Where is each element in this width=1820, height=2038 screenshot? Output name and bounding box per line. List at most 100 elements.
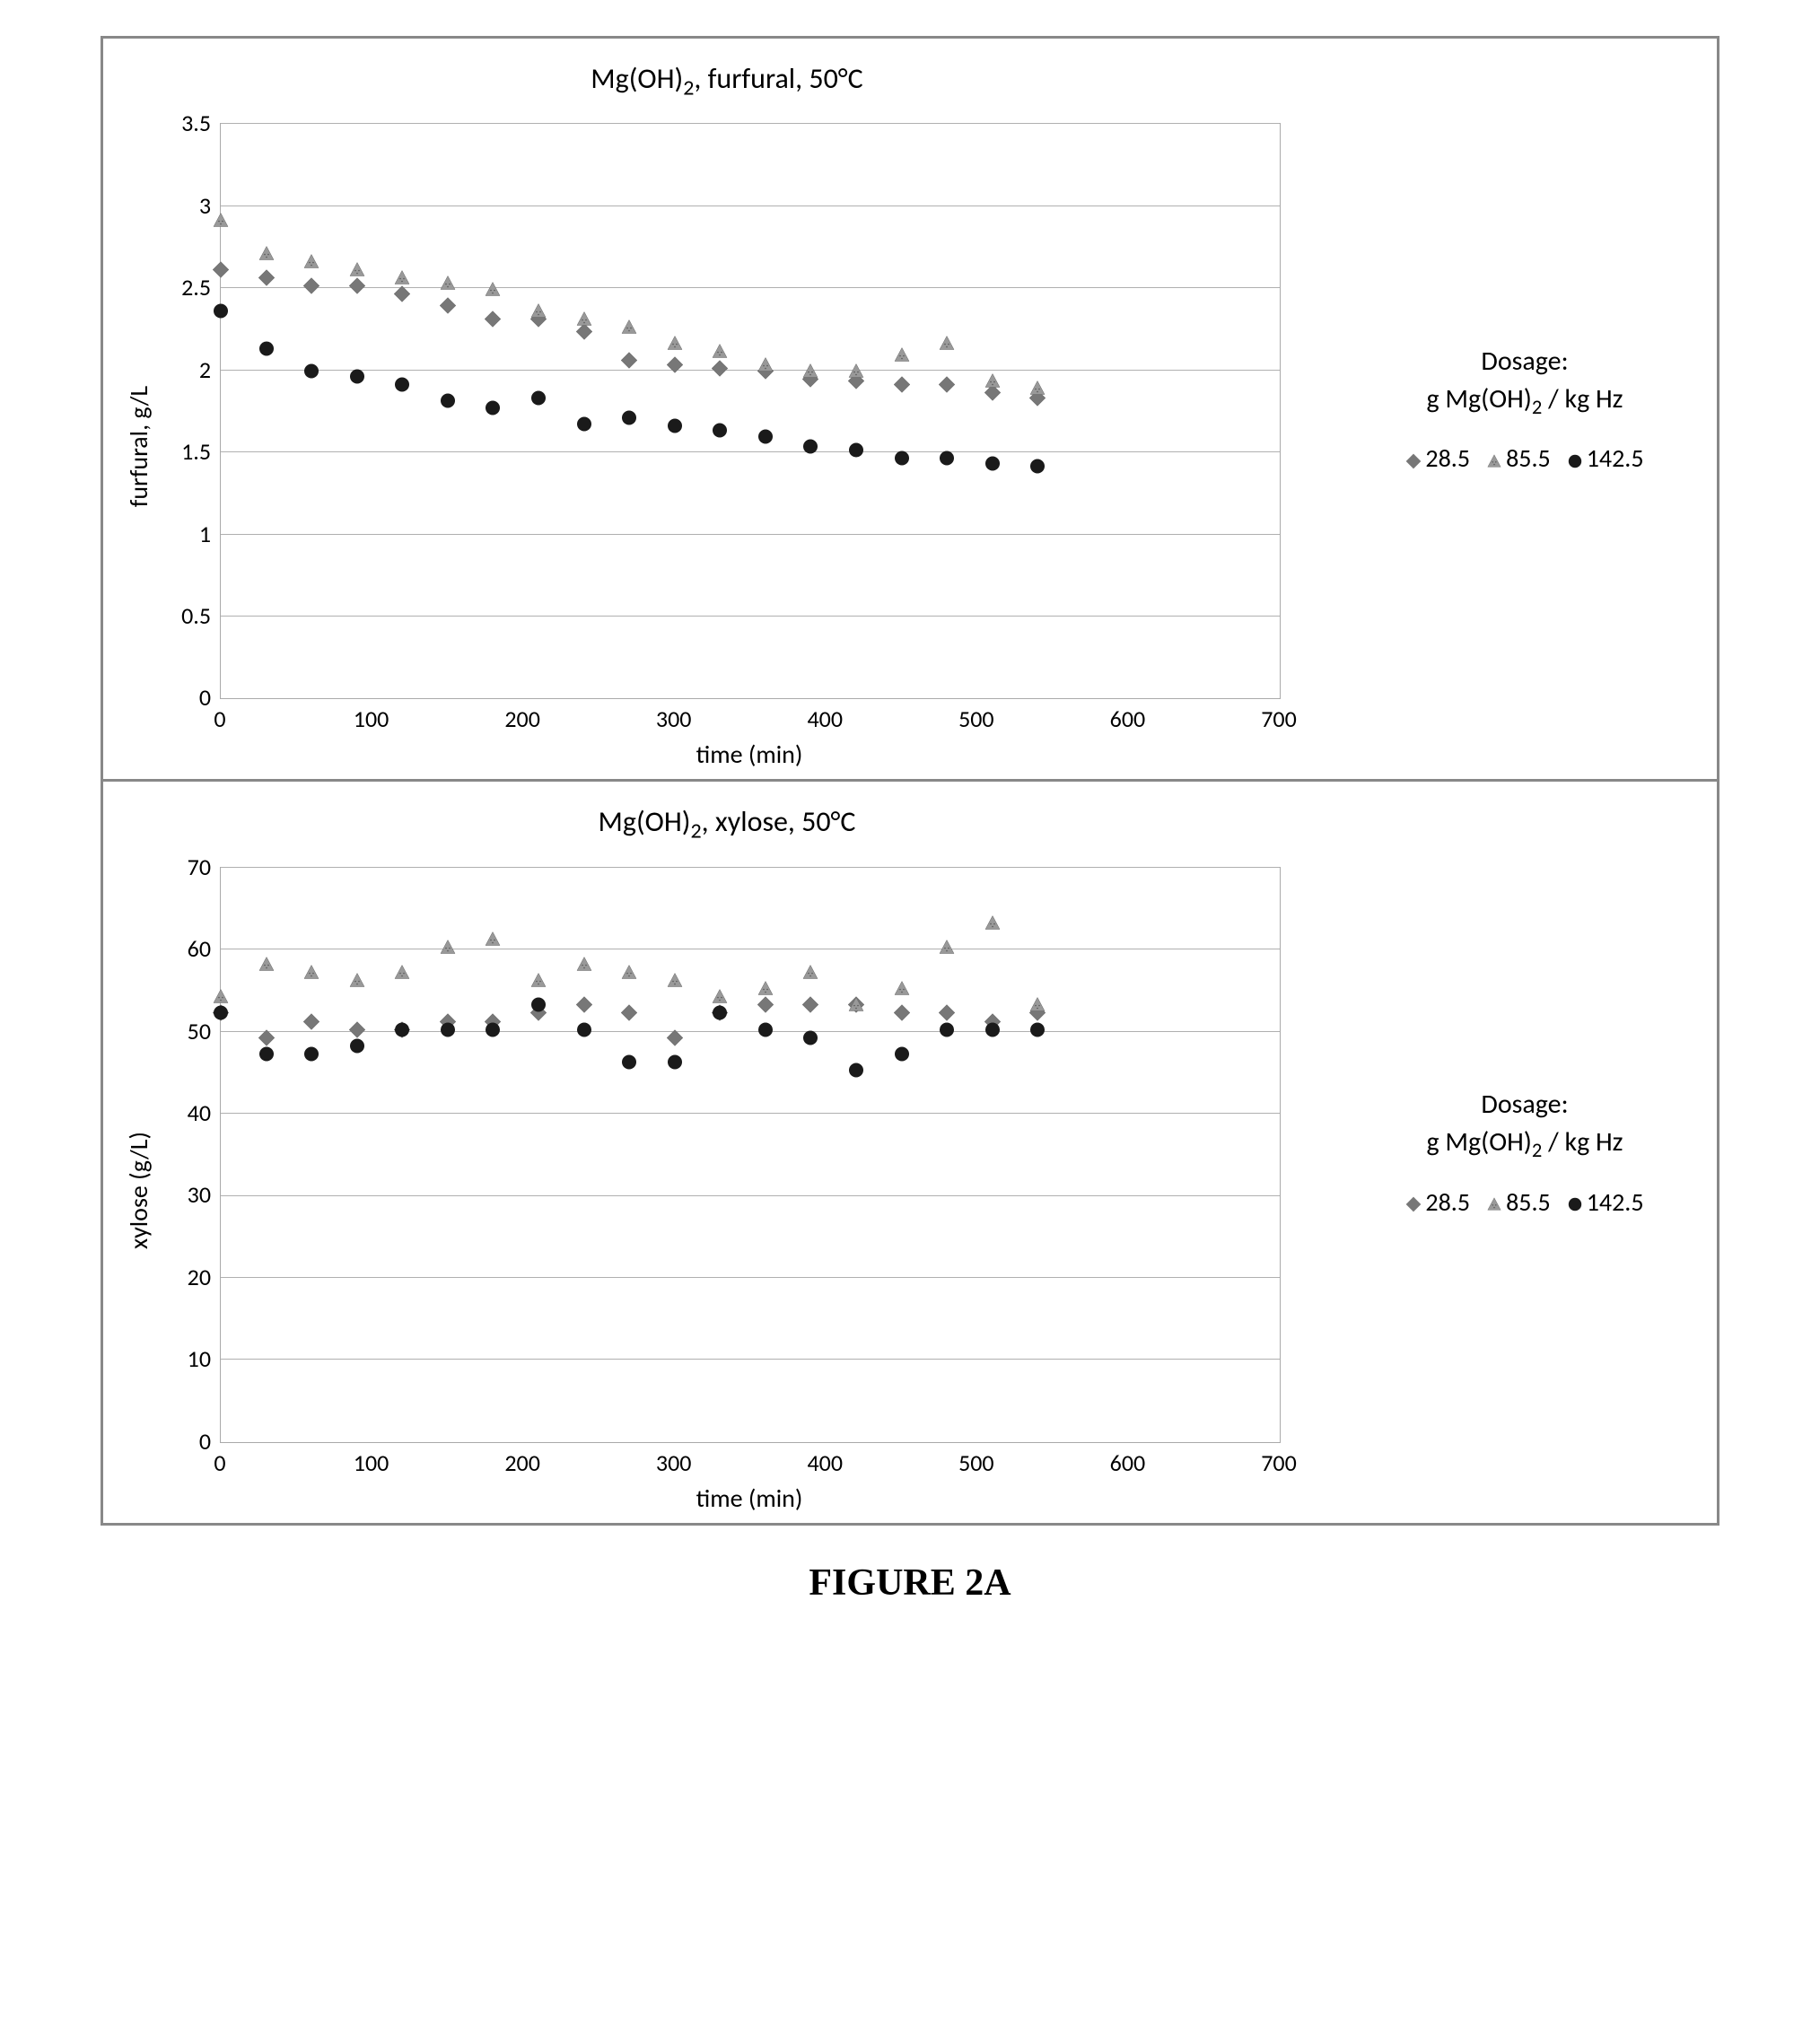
legend-item-label: 28.5 [1425, 442, 1470, 474]
data-point-triangle [302, 252, 320, 275]
data-point-diamond [620, 351, 638, 373]
gridline [221, 370, 1280, 371]
data-point-circle [620, 1054, 638, 1076]
data-point-triangle [757, 356, 774, 379]
data-point-circle [439, 392, 457, 415]
diamond-icon [1405, 1185, 1422, 1223]
data-point-triangle [984, 914, 1002, 936]
data-point-circle [302, 1045, 320, 1068]
x-tick-label: 0 [214, 704, 225, 733]
data-point-circle [984, 1020, 1002, 1043]
data-point-triangle [484, 931, 502, 953]
data-point-circle [757, 428, 774, 450]
y-axis-label-container: xylose (g/L) [121, 867, 157, 1514]
chart-body: furfural, g/L3.532.521.510.5001002003004… [121, 123, 1333, 770]
data-point-circle [620, 408, 638, 431]
legend-item: 142.5 [1567, 440, 1644, 479]
data-point-circle [711, 1004, 729, 1027]
data-point-circle [847, 1062, 865, 1084]
x-axis-label: time (min) [220, 1483, 1279, 1514]
data-point-circle [212, 1004, 230, 1027]
data-point-triangle [212, 212, 230, 234]
legend-item-label: 85.5 [1506, 442, 1551, 474]
legend-item-label: 142.5 [1587, 442, 1644, 474]
data-point-circle [258, 1045, 276, 1068]
data-point-triangle [711, 343, 729, 365]
data-point-circle [575, 415, 593, 437]
circle-icon [1567, 442, 1583, 480]
data-point-diamond [302, 1012, 320, 1035]
x-tick-label: 200 [504, 704, 540, 733]
data-point-triangle [666, 335, 684, 357]
data-point-circle [666, 1054, 684, 1076]
gridline [221, 287, 1280, 288]
data-point-circle [393, 1020, 411, 1043]
chart-body: xylose (g/L)7060504030201000100200300400… [121, 867, 1333, 1514]
data-point-circle [938, 450, 956, 472]
data-point-triangle [938, 335, 956, 357]
x-axis-label: time (min) [220, 739, 1279, 770]
x-tick-label: 100 [354, 704, 389, 733]
data-point-circle [529, 389, 547, 411]
triangle-icon [1486, 1185, 1502, 1223]
plot-region [220, 123, 1281, 699]
data-point-circle [938, 1020, 956, 1043]
chart-panel-xylose: Mg(OH)2, xylose, 50°Cxylose (g/L)7060504… [102, 781, 1718, 1523]
data-point-circle [484, 398, 502, 421]
data-point-triangle [393, 269, 411, 292]
data-point-diamond [302, 277, 320, 300]
data-point-circle [984, 454, 1002, 477]
legend-item-label: 85.5 [1506, 1186, 1551, 1218]
triangle-icon [1486, 442, 1502, 480]
figure-caption: FIGURE 2A [36, 1561, 1784, 1605]
plot-region [220, 867, 1281, 1443]
chart-panel-furfural: Mg(OH)2, furfural, 50°Cfurfural, g/L3.53… [102, 38, 1718, 781]
data-point-triangle [439, 274, 457, 296]
data-point-triangle [1028, 379, 1046, 401]
x-ticks: 0100200300400500600700 [220, 1448, 1279, 1475]
x-tick-label: 700 [1261, 1448, 1297, 1477]
x-tick-label: 400 [808, 1448, 844, 1477]
data-point-triangle [847, 363, 865, 385]
data-point-triangle [666, 971, 684, 993]
x-tick-label: 200 [504, 1448, 540, 1477]
diamond-icon [1405, 442, 1422, 480]
data-point-circle [348, 367, 366, 389]
legend-item: 28.5 [1405, 1184, 1470, 1223]
data-point-diamond [938, 375, 956, 398]
data-point-circle [484, 1020, 502, 1043]
x-tick-label: 600 [1110, 1448, 1146, 1477]
data-point-circle [893, 450, 911, 472]
data-point-triangle [620, 963, 638, 985]
data-point-circle [1028, 458, 1046, 480]
y-axis-label: xylose (g/L) [124, 1132, 155, 1249]
data-point-triangle [484, 280, 502, 302]
data-point-triangle [893, 979, 911, 1002]
gridline [221, 1113, 1280, 1114]
plot-column: 0100200300400500600700time (min) [220, 123, 1333, 770]
chart-title: Mg(OH)2, xylose, 50°C [121, 804, 1333, 844]
data-point-circle [801, 1028, 819, 1051]
data-point-circle [666, 416, 684, 439]
gridline [221, 1195, 1280, 1196]
gridline [221, 534, 1280, 535]
legend-item: 85.5 [1486, 1184, 1551, 1223]
legend-item-label: 142.5 [1587, 1186, 1644, 1218]
legend-item: 85.5 [1486, 440, 1551, 479]
circle-icon [1567, 1185, 1583, 1223]
y-axis-label: furfural, g/L [124, 386, 155, 507]
data-point-diamond [893, 1004, 911, 1027]
data-point-triangle [258, 244, 276, 267]
data-point-triangle [893, 346, 911, 369]
data-point-diamond [801, 996, 819, 1019]
data-point-diamond [893, 375, 911, 398]
data-point-diamond [212, 260, 230, 283]
data-point-triangle [302, 963, 320, 985]
data-point-triangle [984, 372, 1002, 395]
x-ticks: 0100200300400500600700 [220, 704, 1279, 731]
legend-items: 28.5 85.5 142.5 [1405, 1184, 1643, 1223]
data-point-diamond [666, 1028, 684, 1051]
x-tick-label: 0 [214, 1448, 225, 1477]
plot-column: 0100200300400500600700 time (min) [220, 867, 1333, 1514]
x-tick-label: 400 [808, 704, 844, 733]
